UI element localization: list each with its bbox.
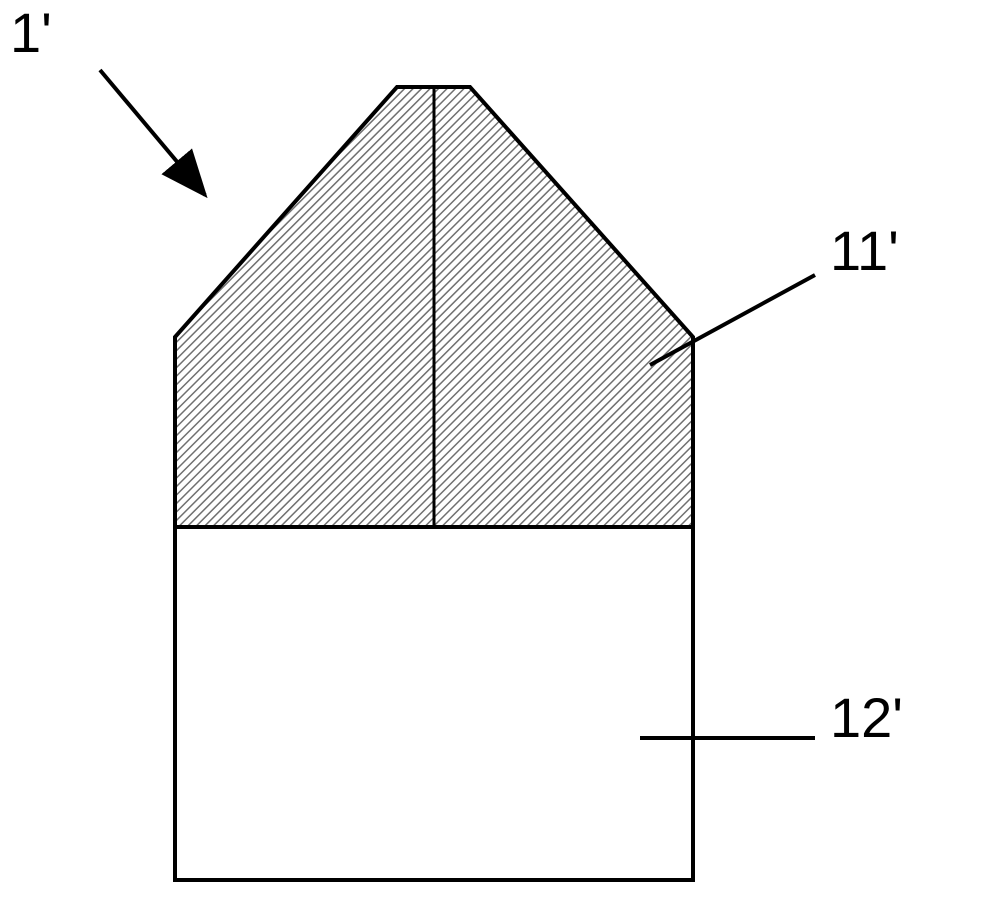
top-part-label: 11': [830, 218, 899, 283]
bottom-part-shape: [175, 527, 693, 880]
assembly-leader-arrow: [100, 70, 205, 195]
diagram-svg: [0, 0, 991, 915]
bottom-part-label: 12': [830, 685, 903, 750]
assembly-label: 1': [10, 0, 52, 65]
